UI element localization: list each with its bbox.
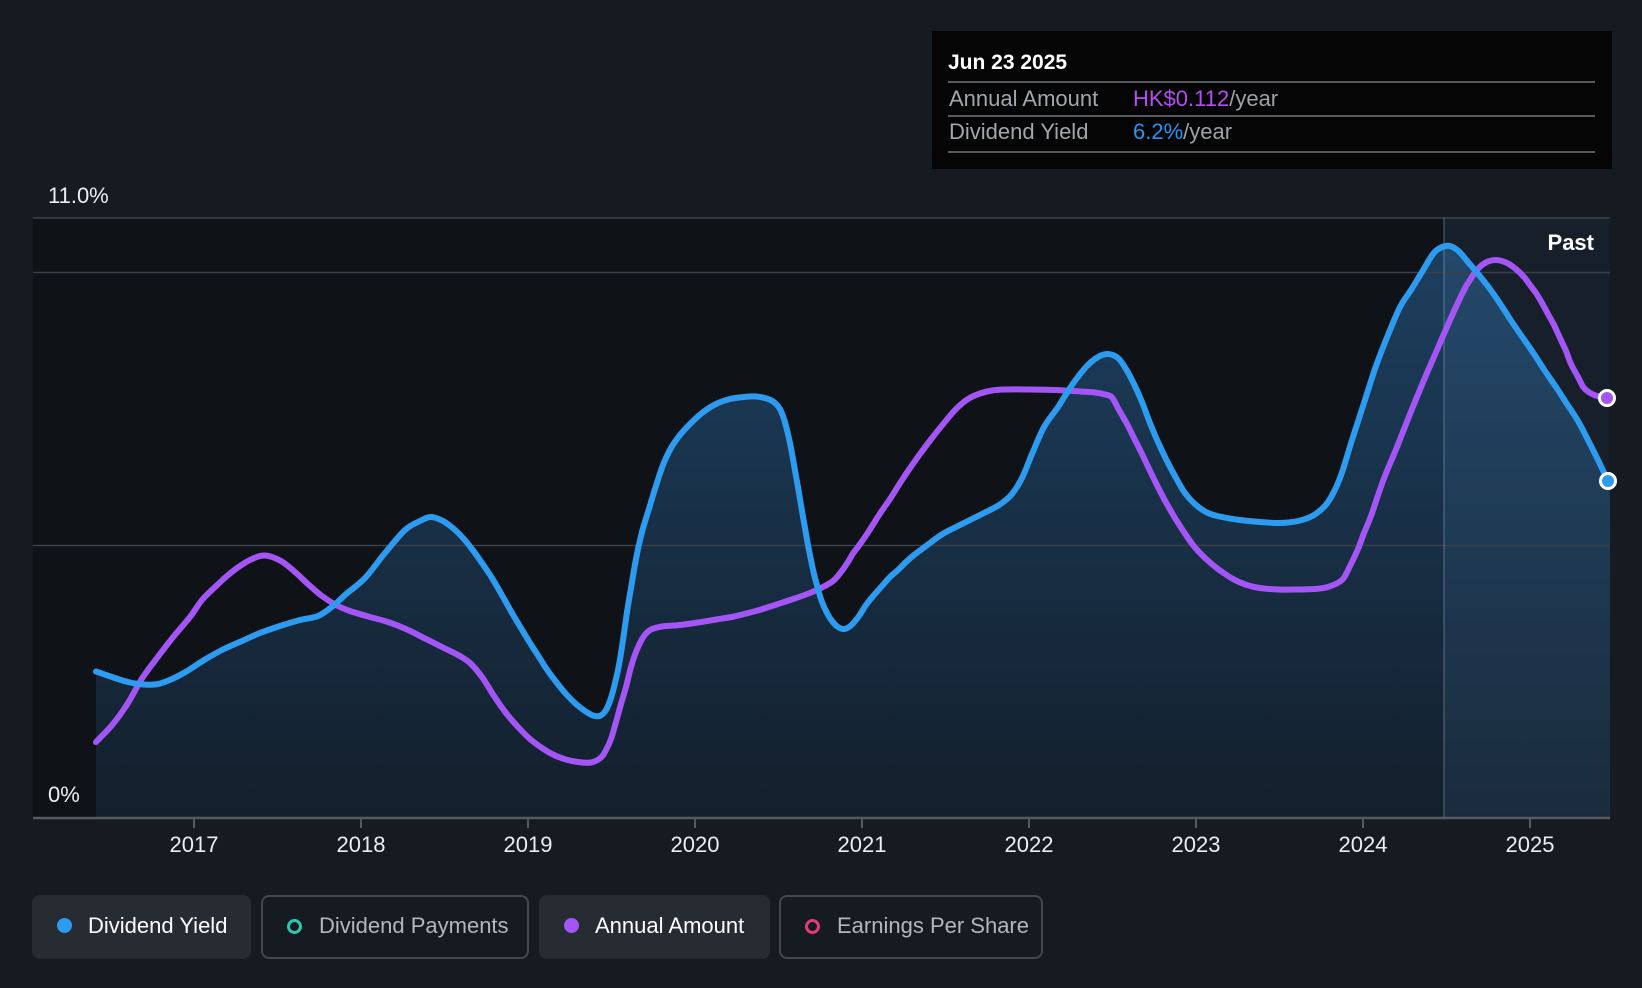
svg-text:0%: 0% — [48, 782, 80, 807]
svg-text:2019: 2019 — [504, 832, 553, 857]
svg-text:2018: 2018 — [337, 832, 386, 857]
svg-text:2025: 2025 — [1506, 832, 1555, 857]
svg-text:2021: 2021 — [838, 832, 887, 857]
svg-text:2017: 2017 — [170, 832, 219, 857]
svg-text:2020: 2020 — [671, 832, 720, 857]
svg-text:2022: 2022 — [1005, 832, 1054, 857]
svg-text:2024: 2024 — [1339, 832, 1388, 857]
svg-text:2023: 2023 — [1172, 832, 1221, 857]
svg-text:11.0%: 11.0% — [48, 183, 109, 208]
svg-text:Past: Past — [1548, 230, 1595, 255]
